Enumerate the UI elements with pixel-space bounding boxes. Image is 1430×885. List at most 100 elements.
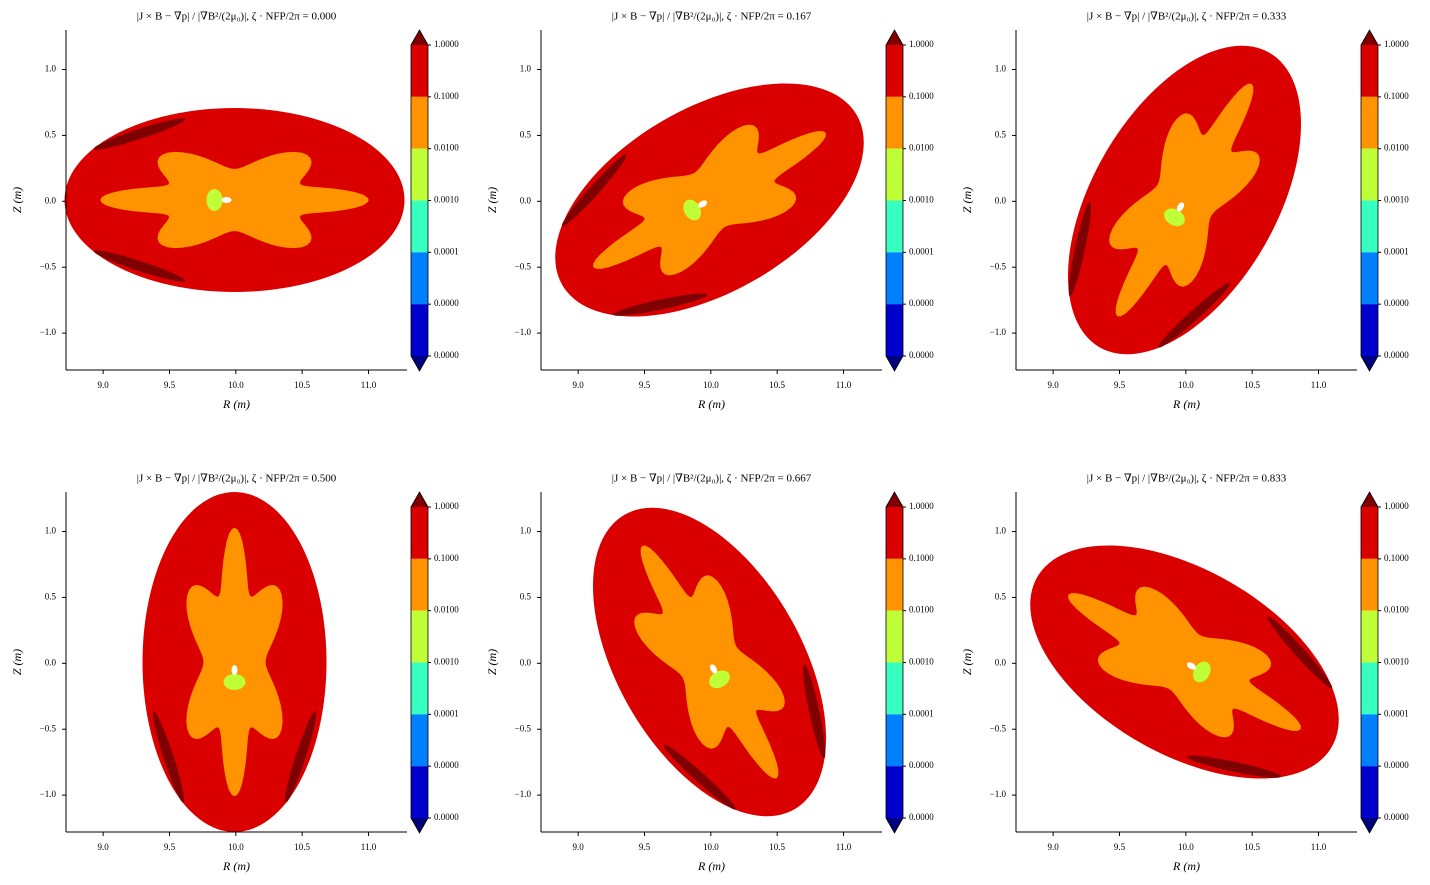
colorbar-extend	[1361, 492, 1378, 507]
y-tick-label: 0.5	[995, 591, 1007, 601]
contour-region	[100, 151, 369, 249]
contour-region	[1192, 661, 1211, 683]
x-tick-label: 9.0	[98, 380, 110, 390]
x-tick-label: 11.0	[361, 842, 377, 852]
y-tick-label: 1.0	[995, 64, 1007, 74]
contour-region	[206, 189, 223, 211]
chart-title: |J × B − ∇p| / |∇B²/(2μ₀)|, ζ · NFP/2π =…	[1087, 473, 1287, 485]
colorbar-extend	[411, 356, 428, 371]
x-tick-label: 11.0	[836, 842, 852, 852]
colorbar-segment	[411, 558, 428, 611]
x-axis-label: R (m)	[222, 397, 250, 411]
y-axis-label: Z (m)	[10, 649, 24, 675]
x-tick-label: 9.0	[573, 380, 585, 390]
colorbar-tick-label: 1.0000	[1384, 39, 1409, 49]
colorbar-tick-label: 0.1000	[909, 553, 934, 563]
colorbar-tick-label: 0.0100	[1384, 605, 1409, 615]
contour-region	[1267, 616, 1333, 689]
x-tick-label: 10.5	[769, 842, 785, 852]
colorbar-segment	[886, 96, 903, 149]
y-tick-label: −1.0	[40, 327, 57, 337]
colorbar-segment	[1361, 766, 1378, 818]
colorbar-tick-label: 1.0000	[434, 39, 459, 49]
colorbar-segment	[886, 507, 903, 559]
colorbar-tick-label: 0.1000	[1384, 91, 1409, 101]
y-axis-label: Z (m)	[10, 187, 24, 213]
colorbar-segment	[411, 252, 428, 305]
colorbar-segment	[1361, 252, 1378, 305]
colorbar-tick-label: 0.0000	[1384, 812, 1409, 822]
contour-region	[1068, 586, 1301, 738]
x-tick-label: 10.5	[769, 380, 785, 390]
y-tick-label: −0.5	[40, 723, 57, 733]
colorbar-extend	[1361, 356, 1378, 371]
y-tick-label: −0.5	[990, 261, 1007, 271]
colorbar-segment	[411, 148, 428, 201]
colorbar-tick-label: 0.1000	[909, 91, 934, 101]
contour-region	[223, 674, 246, 690]
x-tick-label: 9.0	[1048, 380, 1060, 390]
contour-plot	[1030, 545, 1339, 779]
x-axis-label: R (m)	[697, 397, 725, 411]
contour-region	[93, 118, 186, 150]
colorbar-extend	[886, 30, 903, 45]
contour-region	[1176, 202, 1185, 212]
x-tick-label: 10.0	[228, 842, 244, 852]
colorbar-tick-label: 0.1000	[434, 553, 459, 563]
y-tick-label: 0.0	[520, 195, 532, 205]
y-axis-label: Z (m)	[960, 649, 974, 675]
y-tick-label: 0.5	[45, 129, 57, 139]
contour-region	[231, 665, 238, 675]
x-tick-label: 10.0	[1178, 380, 1194, 390]
colorbar-segment	[1361, 662, 1378, 715]
y-tick-label: 1.0	[45, 526, 57, 536]
colorbar-extend	[886, 356, 903, 371]
contour-region	[186, 527, 283, 797]
colorbar-segment	[886, 252, 903, 305]
colorbar-segment	[886, 610, 903, 663]
colorbar-tick-label: 0.0010	[434, 657, 459, 667]
colorbar-tick-label: 0.0000	[909, 760, 934, 770]
colorbar-extend	[1361, 30, 1378, 45]
x-tick-label: 9.5	[164, 380, 176, 390]
colorbar-segment	[1361, 507, 1378, 559]
contour-region	[664, 744, 736, 810]
y-tick-label: 0.5	[520, 129, 532, 139]
contour-region	[561, 154, 627, 227]
y-tick-label: 0.0	[520, 657, 532, 667]
colorbar-segment	[411, 507, 428, 559]
contour-plot	[555, 83, 864, 317]
colorbar-tick-label: 0.0000	[434, 350, 459, 360]
colorbar-segment	[411, 45, 428, 97]
y-tick-label: 0.0	[995, 657, 1007, 667]
colorbar-segment	[1361, 558, 1378, 611]
colorbar-extend	[411, 30, 428, 45]
colorbar-tick-label: 1.0000	[1384, 501, 1409, 511]
y-tick-label: −1.0	[990, 327, 1007, 337]
colorbar-tick-label: 0.0000	[1384, 760, 1409, 770]
chart-title: |J × B − ∇p| / |∇B²/(2μ₀)|, ζ · NFP/2π =…	[137, 11, 337, 23]
colorbar-tick-label: 0.0100	[434, 605, 459, 615]
colorbar-segment	[886, 558, 903, 611]
colorbar-tick-label: 0.0001	[909, 246, 934, 256]
colorbar-tick-label: 1.0000	[434, 501, 459, 511]
colorbar-segment	[886, 148, 903, 201]
colorbar-tick-label: 1.0000	[909, 501, 934, 511]
x-tick-label: 10.5	[294, 380, 310, 390]
colorbar-tick-label: 0.0001	[909, 708, 934, 718]
colorbar-tick-label: 0.0000	[1384, 350, 1409, 360]
chart-title: |J × B − ∇p| / |∇B²/(2μ₀)|, ζ · NFP/2π =…	[137, 473, 337, 485]
y-axis-label: Z (m)	[485, 187, 499, 213]
x-tick-label: 10.0	[1178, 842, 1194, 852]
x-tick-label: 11.0	[1311, 380, 1327, 390]
contour-region	[1158, 282, 1230, 348]
contour-region	[593, 124, 826, 276]
colorbar-tick-label: 0.0010	[1384, 657, 1409, 667]
contour-region	[1068, 202, 1091, 297]
x-tick-label: 9.0	[573, 842, 585, 852]
contour-plot	[142, 492, 327, 832]
colorbar-segment	[411, 766, 428, 818]
x-axis-label: R (m)	[697, 859, 725, 873]
colorbar-segment	[411, 610, 428, 663]
colorbar-segment	[411, 200, 428, 253]
